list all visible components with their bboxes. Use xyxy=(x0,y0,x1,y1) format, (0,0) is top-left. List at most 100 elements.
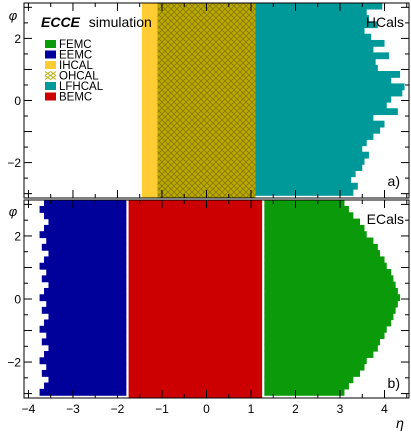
eemc-bin xyxy=(41,306,127,314)
y-tick-label: −2 xyxy=(7,356,21,370)
lfhcal-bin xyxy=(255,95,392,103)
x-axis-label: η xyxy=(396,415,404,431)
y-tick-label: 2 xyxy=(14,229,21,243)
eemc-bin xyxy=(44,212,127,220)
femc-bin xyxy=(264,281,396,289)
femc-bin xyxy=(264,319,392,327)
femc-bin xyxy=(264,224,365,232)
hcals-corner-label: a) xyxy=(388,173,400,189)
x-tick-label: 1 xyxy=(248,402,255,416)
eemc-bin xyxy=(46,363,127,371)
femc-bin xyxy=(264,250,381,258)
eemc-bin xyxy=(44,256,127,264)
hcals-y-ticks: −2 0 2 xyxy=(7,6,409,195)
lfhcal-bin xyxy=(255,39,385,47)
lfhcal-bin xyxy=(255,8,367,16)
lfhcal-bin xyxy=(255,21,378,29)
bemc-region xyxy=(128,200,263,398)
eemc-bin xyxy=(39,357,127,365)
femc-bin xyxy=(264,313,394,321)
ohcal-hatch xyxy=(157,3,256,198)
legend-swatch xyxy=(45,40,56,48)
lfhcal-bin xyxy=(255,145,363,153)
femc-bin xyxy=(264,388,345,396)
legend-label: EEMC xyxy=(59,50,92,62)
eemc-bin xyxy=(48,250,127,258)
femc-bin xyxy=(264,363,365,371)
x-tick-label: 3 xyxy=(337,402,344,416)
femc-bin xyxy=(264,369,361,377)
lfhcal-bin xyxy=(255,176,352,184)
y-tick-label: 2 xyxy=(14,32,21,46)
lfhcal-bin xyxy=(255,151,369,159)
eemc-bin xyxy=(44,382,127,390)
eemc-bin xyxy=(39,325,127,333)
lfhcal-bin xyxy=(255,58,376,66)
lfhcal-bin xyxy=(255,102,387,109)
legend-swatch xyxy=(45,92,56,101)
lfhcal-bin xyxy=(255,71,401,78)
ecals-marks xyxy=(39,199,401,398)
legend-label: FEMC xyxy=(59,39,92,51)
femc-bin xyxy=(264,300,398,308)
lfhcal-bin xyxy=(255,33,372,41)
femc-bin xyxy=(264,306,396,314)
lfhcal-bin xyxy=(255,126,381,134)
eemc-bin xyxy=(46,269,127,276)
eemc-bin xyxy=(39,262,127,270)
eemc-bin xyxy=(48,344,127,352)
hcals-marks xyxy=(141,2,405,198)
lfhcal-bin xyxy=(255,64,378,72)
femc-bin xyxy=(264,338,381,346)
eemc-bin xyxy=(41,338,127,346)
figure-title: ECCE simulation xyxy=(41,14,152,30)
lfhcal-bin xyxy=(255,114,374,122)
ecals-panel: −2 0 2 −4 −3 −2 −1 0 1 2 3 4 φ ECals b) η xyxy=(7,199,410,431)
ecals-x-ticks: −4 −3 −2 −1 0 1 2 3 4 xyxy=(22,200,408,416)
ecals-panel-label: ECals xyxy=(367,211,404,227)
eemc-bin xyxy=(44,287,127,295)
eemc-bin xyxy=(39,388,127,396)
x-tick-label: −2 xyxy=(111,402,125,416)
lfhcal-bin xyxy=(255,15,369,22)
hcals-panel: −2 0 2 φ ECCE simulation HCals a) FEMCEEMC… xyxy=(7,2,410,199)
lfhcal-bin xyxy=(255,77,392,85)
femc-bin xyxy=(264,256,385,264)
femc-bin xyxy=(264,269,392,276)
femc-bin xyxy=(264,332,385,340)
lfhcal-bin xyxy=(255,46,374,53)
femc-bin xyxy=(264,376,354,384)
x-tick-label: 0 xyxy=(203,402,210,416)
ecals-y-axis-label: φ xyxy=(9,204,18,219)
femc-bin xyxy=(264,294,401,302)
hcals-x-ticks xyxy=(27,3,408,198)
hcals-y-axis-label: φ xyxy=(9,8,18,23)
femc-bin xyxy=(264,275,394,283)
legend-swatch xyxy=(45,82,56,90)
figure-title-rest: simulation xyxy=(89,14,152,30)
legend-swatch xyxy=(45,61,56,69)
eemc-bin xyxy=(44,319,127,327)
femc-bin xyxy=(264,231,367,239)
y-tick-label: 0 xyxy=(14,293,21,307)
eemc-bin xyxy=(44,351,127,358)
femc-bin xyxy=(264,325,387,333)
y-tick-label: −2 xyxy=(7,156,21,170)
eemc-bin xyxy=(48,313,127,321)
femc-bin xyxy=(264,212,354,220)
legend-label: IHCAL xyxy=(59,60,93,72)
legend-label: OHCAL xyxy=(59,71,99,83)
femc-bin xyxy=(264,382,349,390)
lfhcal-bin xyxy=(255,89,403,97)
x-tick-label: 2 xyxy=(292,402,299,416)
femc-bin xyxy=(264,243,378,251)
eemc-bin xyxy=(44,199,127,207)
femc-bin xyxy=(264,351,374,358)
eemc-bin xyxy=(46,332,127,340)
ecals-corner-label: b) xyxy=(388,375,400,391)
figure-title-bold: ECCE xyxy=(41,14,81,30)
lfhcal-bin xyxy=(255,182,358,190)
lfhcal-bin xyxy=(255,139,367,147)
